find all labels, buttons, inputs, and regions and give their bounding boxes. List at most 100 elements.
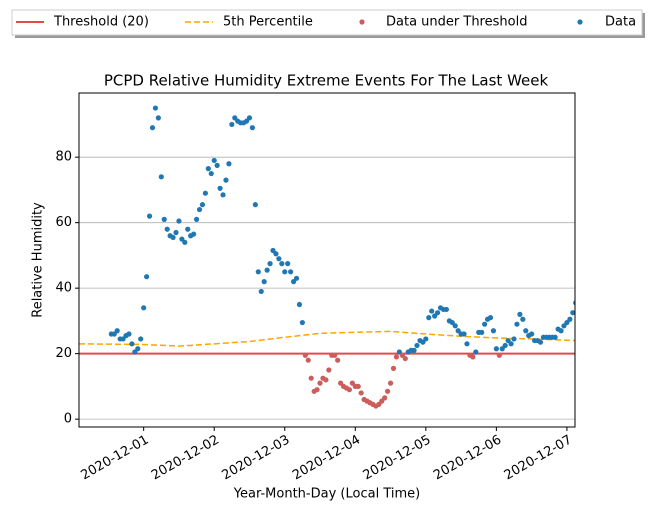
data-point — [255, 269, 261, 275]
data-point — [567, 316, 573, 322]
legend: Threshold (20) 5th Percentile Data under T… — [16, 15, 636, 30]
data-point — [487, 315, 494, 321]
data-point — [276, 256, 282, 262]
data-point — [335, 357, 341, 363]
data-point — [452, 323, 458, 329]
data-point — [129, 341, 135, 347]
data-point — [146, 213, 153, 219]
data-point — [149, 125, 156, 131]
data-point — [214, 162, 220, 168]
y-tick-label: 40 — [55, 281, 72, 296]
data-point — [537, 339, 544, 345]
data-point — [199, 202, 206, 208]
axes-frame — [78, 92, 576, 428]
data-point — [170, 234, 176, 241]
data-point — [511, 336, 517, 342]
x-tick-label: 2020-12-04 — [290, 433, 363, 484]
data-point — [273, 251, 279, 257]
y-tick-label: 0 — [64, 412, 72, 427]
data-point — [158, 174, 164, 180]
data-point — [226, 161, 232, 167]
data-point — [496, 352, 502, 358]
legend-label: Data under Threshold — [386, 15, 527, 30]
data-point — [296, 301, 303, 308]
data-point — [479, 329, 485, 335]
data-point — [517, 311, 523, 317]
data-point — [346, 387, 353, 393]
data-point — [570, 310, 575, 316]
data-point — [326, 367, 332, 373]
x-tick-label: 2020-12-02 — [149, 433, 222, 484]
data-point — [205, 166, 211, 172]
data-point — [490, 328, 497, 334]
legend-marker — [359, 19, 365, 25]
data-point — [144, 274, 150, 280]
data-point — [138, 336, 144, 342]
x-tick-label: 2020-12-07 — [502, 433, 575, 484]
data-point — [502, 342, 508, 349]
data-point — [473, 349, 479, 355]
data-point — [299, 319, 305, 326]
y-tick-label: 60 — [55, 215, 72, 230]
x-axis-label: Year-Month-Day (Local Time) — [233, 487, 420, 502]
y-tick-label: 20 — [55, 346, 72, 361]
data-point — [461, 331, 467, 337]
data-point — [217, 185, 223, 191]
series-line — [79, 330, 575, 347]
legend-label: 5th Percentile — [223, 15, 313, 30]
data-point — [429, 308, 435, 314]
data-point — [308, 375, 314, 381]
data-point — [279, 261, 285, 267]
data-point — [161, 216, 167, 222]
data-point — [402, 355, 408, 362]
data-point — [508, 341, 514, 347]
legend-marker — [577, 19, 583, 25]
data-point — [493, 346, 499, 352]
data-point — [355, 383, 361, 389]
y-tick-label: 80 — [55, 150, 72, 165]
data-point — [314, 387, 320, 393]
data-point — [193, 216, 200, 222]
data-point — [382, 395, 388, 401]
data-point — [223, 177, 229, 183]
data-point — [211, 157, 217, 164]
data-point — [470, 354, 476, 360]
data-point — [520, 316, 526, 322]
data-point — [152, 105, 159, 111]
data-point — [411, 347, 417, 353]
data-point — [332, 352, 338, 358]
plot-area — [79, 105, 575, 409]
x-tick-label: 2020-12-05 — [361, 433, 434, 484]
data-point — [514, 321, 520, 327]
data-point — [252, 202, 258, 208]
data-point — [114, 328, 120, 334]
data-point — [196, 206, 203, 213]
data-point — [202, 190, 208, 196]
chart-title: PCPD Relative Humidity Extreme Events Fo… — [104, 72, 549, 90]
data-point — [249, 125, 256, 131]
data-point — [191, 231, 197, 237]
data-point — [282, 269, 288, 275]
data-point — [261, 279, 267, 285]
data-point — [558, 328, 564, 334]
data-point — [305, 357, 311, 363]
data-point — [302, 352, 308, 358]
data-point — [185, 226, 191, 232]
data-point — [176, 218, 182, 224]
legend-box — [11, 9, 643, 36]
data-point — [323, 377, 329, 383]
data-point — [390, 365, 397, 371]
data-point — [141, 305, 147, 311]
x-tick-label: 2020-12-03 — [220, 433, 293, 484]
legend-label: Data — [605, 15, 636, 30]
data-point — [293, 275, 300, 281]
data-point — [135, 346, 141, 352]
data-point — [523, 328, 529, 334]
data-point — [229, 121, 235, 128]
data-point — [385, 388, 391, 394]
data-point — [529, 331, 535, 337]
x-tick-label: 2020-12-06 — [431, 433, 504, 484]
data-point — [464, 341, 470, 347]
data-point — [317, 380, 323, 386]
